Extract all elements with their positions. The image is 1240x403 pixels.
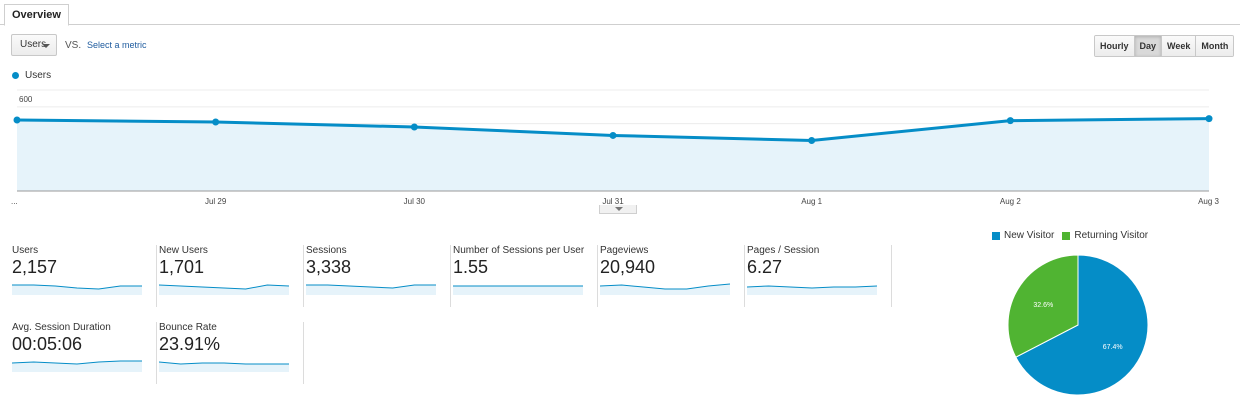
granularity-toggle: Hourly Day Week Month bbox=[1094, 35, 1235, 57]
data-point[interactable] bbox=[1006, 117, 1014, 125]
sparkline-line bbox=[600, 283, 731, 290]
x-tick-label: Aug 1 bbox=[801, 197, 822, 206]
new-visitor-label: New Visitor bbox=[1004, 230, 1055, 241]
pie-slice-new-visitor[interactable] bbox=[1015, 254, 1149, 396]
scorecard-label: Sessions bbox=[306, 245, 347, 256]
sparkline-area bbox=[12, 361, 142, 372]
select-metric-link[interactable]: Select a metric bbox=[87, 40, 147, 50]
day-button[interactable]: Day bbox=[1133, 36, 1162, 56]
chevron-down-icon bbox=[42, 44, 50, 48]
scorecard-value: 00:05:06 bbox=[12, 334, 83, 354]
sparkline-line bbox=[159, 361, 289, 365]
scorecard-label: New Users bbox=[159, 245, 208, 256]
pie-legend-new-visitor: New Visitor bbox=[992, 230, 1054, 241]
sparkline-area bbox=[159, 285, 289, 295]
vs-label: VS. bbox=[65, 40, 82, 51]
scorecard-pages-per-session[interactable]: Pages / Session 6.27 bbox=[747, 245, 892, 307]
x-tick-label: ... bbox=[11, 197, 18, 206]
sparkline bbox=[453, 285, 583, 295]
scorecard-label: Avg. Session Duration bbox=[12, 322, 111, 333]
users-legend-label: Users bbox=[25, 70, 52, 81]
sparkline-area bbox=[747, 286, 877, 295]
data-point[interactable] bbox=[808, 137, 816, 144]
chart-collapse-handle[interactable] bbox=[599, 205, 637, 214]
pie-legend-returning-visitor: Returning Visitor bbox=[1062, 230, 1148, 241]
scorecard-pageviews[interactable]: Pageviews 20,940 bbox=[600, 245, 745, 307]
chart-legend: Users bbox=[12, 70, 51, 81]
pie-slice-label: 32.6% bbox=[1033, 302, 1053, 309]
scorecard-sessions-per-user[interactable]: Number of Sessions per User 1.55 bbox=[453, 245, 598, 307]
x-tick-label: Jul 29 bbox=[205, 197, 227, 206]
x-tick-label: Jul 30 bbox=[404, 197, 426, 206]
new-visitor-swatch bbox=[992, 231, 1000, 240]
scorecard-new-users[interactable]: New Users 1,701 bbox=[159, 245, 304, 307]
scorecard-value: 6.27 bbox=[747, 257, 783, 277]
sparkline bbox=[600, 283, 731, 295]
week-button[interactable]: Week bbox=[1161, 36, 1196, 56]
sparkline-line bbox=[747, 285, 878, 289]
sparkline-line bbox=[306, 284, 436, 289]
scorecard-value: 3,338 bbox=[306, 257, 352, 277]
scorecard-label: Pageviews bbox=[600, 245, 649, 256]
sparkline bbox=[747, 285, 878, 295]
data-point[interactable] bbox=[1205, 115, 1213, 123]
hourly-button[interactable]: Hourly bbox=[1095, 36, 1134, 56]
tab-overview[interactable]: Overview bbox=[4, 4, 69, 26]
users-area bbox=[17, 118, 1209, 191]
sparkline-line bbox=[12, 360, 142, 365]
data-point[interactable] bbox=[212, 118, 220, 126]
data-point[interactable] bbox=[410, 123, 418, 131]
x-tick-label: Aug 2 bbox=[1000, 197, 1021, 206]
scorecard-label: Users bbox=[12, 245, 39, 256]
scorecard-label: Pages / Session bbox=[747, 245, 820, 256]
month-button[interactable]: Month bbox=[1195, 36, 1234, 56]
scorecard-value: 23.91% bbox=[159, 334, 221, 354]
sparkline-area bbox=[453, 286, 583, 295]
users-legend-dot bbox=[12, 72, 19, 79]
sparkline-area bbox=[306, 285, 436, 295]
scorecard-label: Number of Sessions per User bbox=[453, 245, 585, 256]
metric-dropdown-label: Users bbox=[20, 39, 47, 50]
data-point[interactable] bbox=[13, 116, 21, 124]
visitor-pie-chart[interactable]: 67.4% 32.6% bbox=[1007, 254, 1149, 396]
sparkline bbox=[12, 284, 142, 295]
returning-visitor-swatch bbox=[1062, 231, 1071, 240]
scorecard-value: 20,940 bbox=[600, 257, 656, 277]
scorecard-users[interactable]: Users 2,157 bbox=[12, 245, 157, 307]
sparkline bbox=[159, 284, 290, 295]
scorecard-bounce-rate[interactable]: Bounce Rate 23.91% bbox=[159, 322, 304, 384]
scorecard-sessions[interactable]: Sessions 3,338 bbox=[306, 245, 451, 307]
metric-dropdown[interactable]: Users bbox=[11, 34, 57, 56]
scorecard-avg-session-duration[interactable]: Avg. Session Duration 00:05:06 bbox=[12, 322, 157, 384]
sparkline bbox=[159, 361, 289, 372]
pie-slice-returning-visitor[interactable] bbox=[1007, 254, 1079, 358]
scorecard-value: 1.55 bbox=[453, 257, 489, 277]
sparkline-line bbox=[159, 284, 290, 290]
scorecard-label: Bounce Rate bbox=[159, 322, 217, 333]
tab-bar: Overview bbox=[0, 0, 1240, 26]
chevron-down-icon bbox=[615, 207, 623, 211]
sparkline bbox=[306, 284, 436, 295]
data-point[interactable] bbox=[609, 131, 617, 139]
x-tick-label: Jul 31 bbox=[602, 197, 624, 206]
returning-visitor-label: Returning Visitor bbox=[1074, 230, 1149, 241]
pie-slice-label: 67.4% bbox=[1103, 344, 1123, 351]
pie-legend: New Visitor Returning Visitor bbox=[992, 230, 1156, 241]
sparkline-line bbox=[12, 284, 142, 290]
scorecard-value: 1,701 bbox=[159, 257, 205, 277]
scorecard-value: 2,157 bbox=[12, 257, 58, 277]
x-tick-label: Aug 3 bbox=[1198, 197, 1219, 206]
y-tick-label: 600 bbox=[19, 95, 33, 104]
sparkline bbox=[12, 360, 142, 372]
